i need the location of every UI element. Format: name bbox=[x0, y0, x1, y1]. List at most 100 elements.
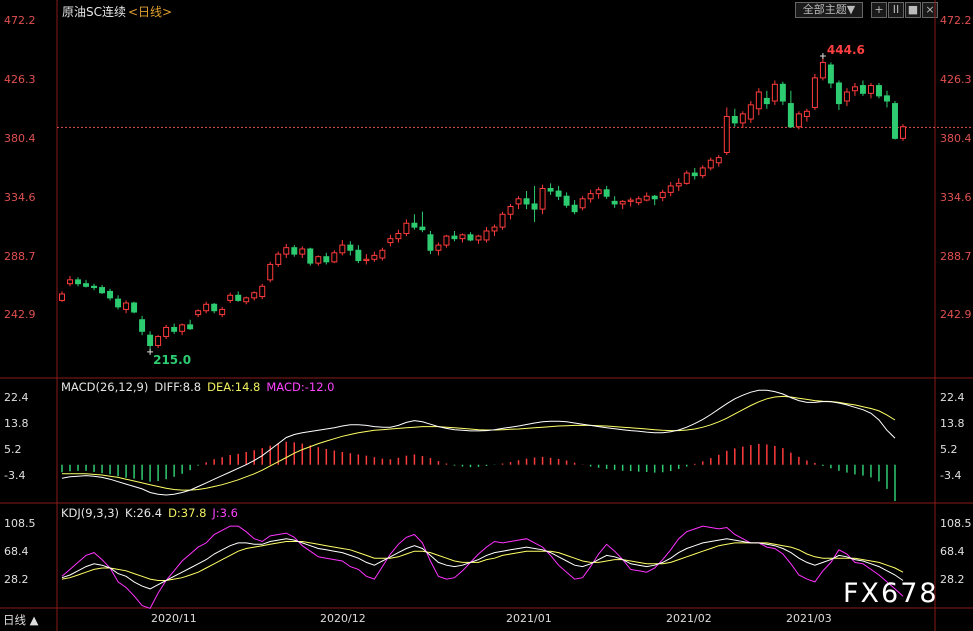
date-tick: 2021/03 bbox=[786, 612, 832, 625]
candle-body bbox=[211, 303, 218, 312]
candle-body bbox=[683, 172, 690, 184]
macd-histogram bbox=[61, 441, 896, 501]
macd-tick-left: 22.4 bbox=[4, 391, 29, 404]
date-tick: 2021/02 bbox=[666, 612, 712, 625]
kdj-lines bbox=[61, 525, 904, 610]
macd-value: MACD:-12.0 bbox=[266, 380, 335, 394]
candle-body bbox=[235, 294, 242, 301]
candle-body bbox=[491, 226, 498, 232]
kdj-legend: KDJ(9,3,3) K:26.4 D:37.8 J:3.6 bbox=[61, 506, 244, 520]
kdj-tick-right: 68.4 bbox=[940, 545, 965, 558]
candle-body bbox=[523, 198, 530, 205]
candle-body bbox=[707, 159, 714, 169]
candle-body bbox=[147, 334, 154, 346]
macd-legend: MACD(26,12,9) DIFF:8.8 DEA:14.8 MACD:-12.0 bbox=[61, 380, 340, 394]
candle-body bbox=[851, 86, 858, 92]
subject-select[interactable]: 全部主题▼ bbox=[795, 2, 863, 18]
price-tick-right: 288.7 bbox=[940, 250, 972, 263]
d-line bbox=[61, 541, 904, 581]
price-tick-left: 472.2 bbox=[4, 14, 36, 27]
candle-body bbox=[443, 235, 450, 246]
candle-body bbox=[267, 263, 274, 281]
candle-body bbox=[315, 256, 322, 264]
low-price-label: 215.0 bbox=[153, 353, 191, 367]
candle-body bbox=[291, 247, 298, 255]
cycle-toggle-button[interactable]: 日线 ▲ bbox=[3, 613, 39, 627]
candle-body bbox=[731, 115, 738, 124]
candle-body bbox=[75, 279, 82, 285]
candle-body bbox=[515, 198, 522, 205]
macd-tick-left: -3.4 bbox=[4, 469, 26, 482]
candle-body bbox=[843, 91, 850, 102]
add-button[interactable]: + bbox=[871, 2, 887, 18]
candle-body bbox=[900, 126, 906, 139]
candle-body bbox=[883, 95, 890, 102]
high-price-label: 444.6 bbox=[827, 43, 865, 57]
macd-tick-right: -3.4 bbox=[940, 469, 962, 482]
candle-body bbox=[451, 235, 458, 240]
kdj-j-value: J:3.6 bbox=[212, 506, 238, 520]
candle-body bbox=[747, 104, 754, 120]
candle-body bbox=[203, 303, 210, 312]
candle-body bbox=[643, 195, 650, 201]
kdj-label: KDJ(9,3,3) bbox=[61, 506, 120, 520]
candle-body bbox=[499, 213, 506, 228]
candle-body bbox=[219, 308, 226, 316]
candle-body bbox=[123, 302, 130, 310]
macd-lines bbox=[61, 389, 896, 496]
candle-body bbox=[243, 297, 250, 303]
candle-body bbox=[835, 82, 842, 105]
candle-body bbox=[259, 285, 266, 298]
candle-body bbox=[427, 234, 434, 251]
macd-dea-value: DEA:14.8 bbox=[207, 380, 261, 394]
candle-body bbox=[363, 258, 370, 262]
macd-tick-left: 5.2 bbox=[4, 443, 22, 456]
candle-body bbox=[875, 85, 882, 97]
candle-body bbox=[411, 222, 418, 228]
candlestick-series bbox=[59, 55, 906, 352]
candle-body bbox=[539, 188, 546, 210]
candle-body bbox=[459, 234, 466, 240]
candle-body bbox=[187, 324, 194, 330]
candle-body bbox=[475, 235, 482, 241]
price-tick-right: 380.4 bbox=[940, 132, 972, 145]
candle-body bbox=[755, 91, 762, 110]
price-tick-left: 334.6 bbox=[4, 191, 36, 204]
price-tick-right: 472.2 bbox=[940, 14, 972, 27]
candle-body bbox=[91, 285, 98, 289]
candle-body bbox=[571, 204, 578, 213]
candle-body bbox=[347, 244, 354, 251]
k-line bbox=[61, 538, 904, 590]
candle-body bbox=[139, 319, 146, 332]
candle-body bbox=[387, 238, 394, 244]
close-button[interactable]: × bbox=[922, 2, 938, 18]
candle-body bbox=[251, 292, 258, 299]
date-tick: 2021/01 bbox=[506, 612, 552, 625]
candle-body bbox=[803, 110, 810, 117]
j-line bbox=[61, 525, 904, 610]
candle-body bbox=[675, 182, 682, 187]
candle-body bbox=[435, 244, 442, 251]
period-label: <日线> bbox=[128, 5, 173, 19]
candle-body bbox=[355, 249, 362, 262]
candle-body bbox=[155, 335, 162, 346]
pause-button[interactable]: II bbox=[888, 2, 904, 18]
candle-body bbox=[299, 248, 306, 255]
candle-body bbox=[307, 248, 314, 264]
restore-button[interactable]: ■ bbox=[905, 2, 921, 18]
candle-body bbox=[859, 85, 866, 94]
macd-tick-right: 5.2 bbox=[940, 443, 958, 456]
candle-body bbox=[67, 279, 73, 285]
candle-body bbox=[179, 324, 186, 332]
candle-body bbox=[892, 103, 898, 139]
candle-body bbox=[867, 85, 874, 94]
candle-body bbox=[403, 222, 410, 235]
candle-body bbox=[379, 249, 386, 259]
candle-body bbox=[779, 83, 786, 102]
watermark-logo: FX678 bbox=[843, 578, 939, 609]
chart-title: 原油SC连续 <日线> bbox=[62, 3, 172, 20]
candle-body bbox=[275, 253, 282, 265]
candle-body bbox=[323, 256, 330, 263]
